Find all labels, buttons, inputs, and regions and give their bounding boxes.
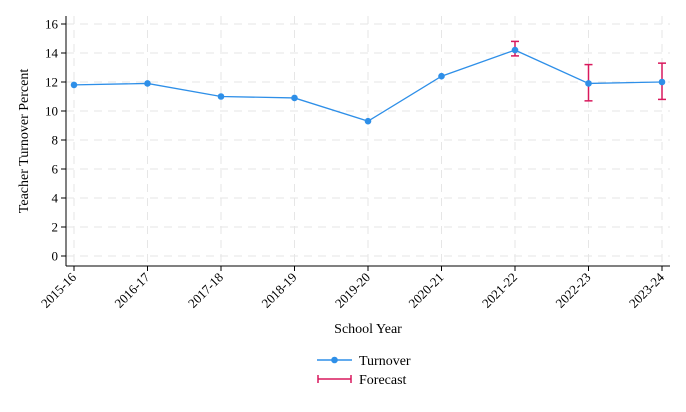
x-tick-label: 2019-20 <box>332 270 373 311</box>
y-tick-label: 6 <box>52 162 59 177</box>
turnover-point <box>291 94 298 102</box>
turnover-point <box>658 78 666 86</box>
legend-turnover-marker-swatch <box>331 356 338 364</box>
y-tick-label: 10 <box>45 104 58 119</box>
x-tick-label: 2020-21 <box>405 270 446 311</box>
legend-forecast-label: Forecast <box>359 373 407 388</box>
y-tick-label: 8 <box>52 133 59 148</box>
turnover-point <box>511 46 519 54</box>
axes <box>61 16 670 271</box>
turnover-point <box>585 80 592 87</box>
x-tick-label: 2022-23 <box>552 270 593 311</box>
y-tick-label: 16 <box>45 17 59 32</box>
x-tick-label: 2018-19 <box>258 270 299 311</box>
grid-lines <box>66 16 670 266</box>
legend: Turnover Forecast <box>317 354 411 388</box>
x-tick-label: 2021-22 <box>479 270 520 311</box>
tick-labels: 0 2 4 6 8 10 12 14 16 2015-16 2016-17 2017-18 2018-1… <box>38 17 668 311</box>
y-tick-label: 4 <box>52 191 59 206</box>
turnover-point <box>438 72 445 80</box>
y-tick-label: 2 <box>52 220 59 235</box>
turnover-point <box>144 80 151 87</box>
turnover-point <box>217 93 225 100</box>
x-tick-label: 2023-24 <box>626 269 668 311</box>
x-tick-label: 2016-17 <box>111 269 153 311</box>
x-tick-label: 2015-16 <box>38 269 80 311</box>
y-tick-label: 12 <box>45 75 58 90</box>
turnover-series <box>70 46 666 125</box>
y-axis-title: Teacher Turnover Percent <box>17 69 32 214</box>
turnover-point <box>70 81 78 89</box>
y-tick-label: 0 <box>52 249 59 264</box>
x-tick-label: 2017-18 <box>185 270 226 311</box>
legend-turnover-label: Turnover <box>359 354 411 369</box>
legend-item-turnover: Turnover <box>317 354 411 369</box>
y-tick-label: 14 <box>45 46 59 61</box>
turnover-point <box>364 117 372 125</box>
legend-item-forecast: Forecast <box>317 373 407 388</box>
x-axis-title: School Year <box>334 322 402 337</box>
